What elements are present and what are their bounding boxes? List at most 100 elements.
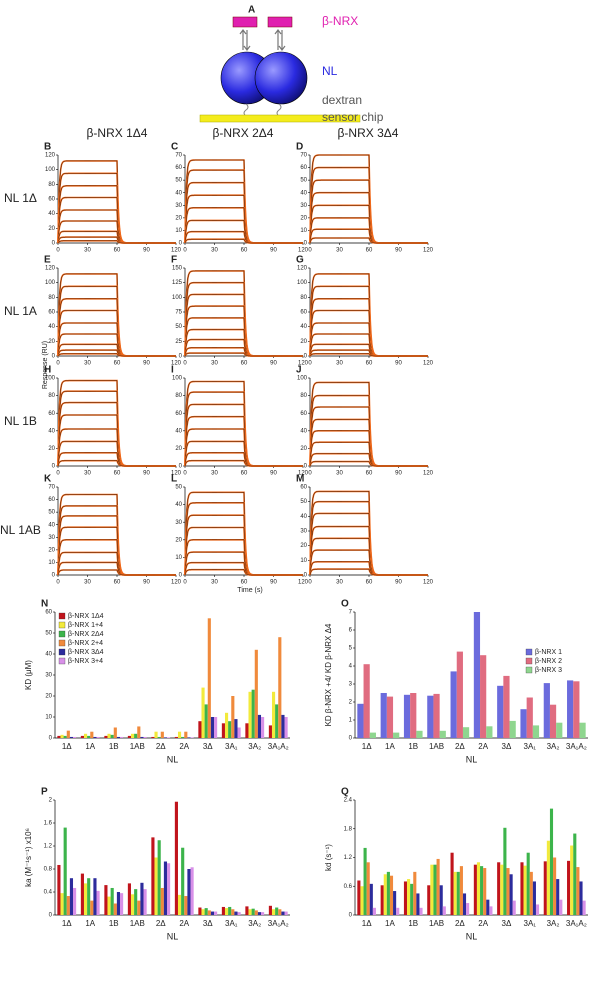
bar [174, 736, 178, 738]
y-tick-label: 30 [175, 520, 182, 526]
y-tick-label: 10 [48, 560, 55, 566]
y-tick-label: 40 [300, 190, 307, 196]
bar [57, 864, 61, 915]
y-tick-label: 50 [175, 324, 182, 330]
bar [107, 896, 111, 915]
sensorgram-curve [57, 459, 176, 467]
bar [480, 866, 484, 915]
y-tick-label: 20 [48, 339, 55, 345]
bar [207, 618, 211, 738]
bar [526, 697, 533, 738]
x-tick-label: 1Δ [362, 919, 372, 928]
x-tick-label: 1B [408, 742, 418, 751]
x-tick-label: 3Δ [203, 742, 213, 751]
x-tick-label: 3A₁ [524, 742, 537, 751]
legend-label: β-NRX 2 [535, 658, 562, 665]
y-tick-label: 40 [175, 502, 182, 508]
bar [63, 735, 67, 738]
x-tick-label: 90 [143, 248, 150, 254]
bar [369, 883, 373, 915]
bar [60, 734, 64, 738]
bar [234, 911, 238, 915]
panel-label: F [171, 255, 177, 266]
legend-swatch [58, 612, 66, 620]
bar [357, 880, 361, 915]
bar [582, 900, 586, 915]
y-tick-label: 60 [175, 165, 182, 171]
panel-label: Q [341, 787, 349, 798]
bar [372, 907, 376, 915]
x-tick-label: 3A₁A₂ [268, 919, 289, 928]
bar [237, 912, 241, 915]
bar [210, 717, 215, 738]
y-tick-label: 2 [349, 700, 353, 706]
x-tick-label: 90 [270, 361, 277, 367]
y-tick-label: 20 [175, 537, 182, 543]
y-tick-label: 1.6 [44, 821, 53, 827]
bar [248, 909, 252, 915]
panel-label: A [248, 5, 255, 16]
x-tick-label: 3Δ [203, 919, 213, 928]
bar [201, 687, 205, 738]
bar [532, 881, 536, 915]
row-label: NL 1AB [0, 523, 41, 537]
bar [497, 862, 501, 915]
bar [251, 689, 255, 738]
bar [529, 871, 533, 915]
y-tick-label: 60 [300, 411, 307, 417]
bar [228, 906, 232, 915]
bar [96, 736, 100, 738]
bar [251, 908, 255, 915]
x-tick-label: 0 [308, 248, 312, 254]
bar [190, 867, 194, 915]
bar [66, 730, 70, 738]
x-tick-label: 120 [423, 361, 434, 367]
bar [271, 909, 276, 915]
bar [396, 907, 400, 915]
sensorgram-curve [184, 459, 303, 467]
y-tick-label: 40 [300, 428, 307, 434]
bar [579, 722, 586, 738]
bar [154, 857, 158, 915]
bar [567, 860, 571, 915]
sensorgram-curve [184, 568, 303, 576]
y-tick-label: 20 [300, 543, 307, 549]
x-tick-label: 60 [366, 248, 373, 254]
bar [546, 840, 550, 915]
y-axis-title: Response (RU) [42, 341, 49, 389]
bar [174, 801, 178, 915]
x-tick-label: 90 [143, 580, 150, 586]
bar [160, 731, 164, 738]
x-tick-label: 3A₂ [248, 919, 261, 928]
y-tick-label: 60 [175, 411, 182, 417]
bar [509, 874, 513, 915]
y-tick-label: 10 [300, 558, 307, 564]
y-tick-label: 0 [304, 241, 308, 247]
x-tick-label: 1B [408, 919, 418, 928]
y-tick-label: 40 [175, 190, 182, 196]
x-tick-label: 30 [84, 580, 91, 586]
row-label: NL 1A [4, 304, 37, 318]
y-tick-label: 0 [52, 464, 56, 470]
bar [181, 736, 185, 738]
legend-label: β-NRX 1Δ4 [68, 613, 104, 620]
bar [157, 840, 161, 915]
y-tick-label: 0 [304, 573, 308, 579]
bar [403, 881, 408, 915]
bar [360, 886, 364, 915]
sensorgram-curve [309, 228, 428, 244]
bar [456, 651, 463, 738]
x-tick-label: 30 [84, 471, 91, 477]
y-tick-label: 0 [52, 573, 56, 579]
bar [245, 906, 249, 915]
bar [198, 721, 202, 738]
ligand [232, 16, 258, 28]
y-tick-label: 10 [300, 228, 307, 234]
x-tick-label: 0 [56, 471, 60, 477]
bar [214, 911, 218, 915]
bar [130, 733, 135, 738]
bar [486, 899, 490, 915]
bar [380, 693, 387, 738]
bar [116, 892, 121, 915]
y-tick-label: 1.2 [44, 844, 53, 850]
